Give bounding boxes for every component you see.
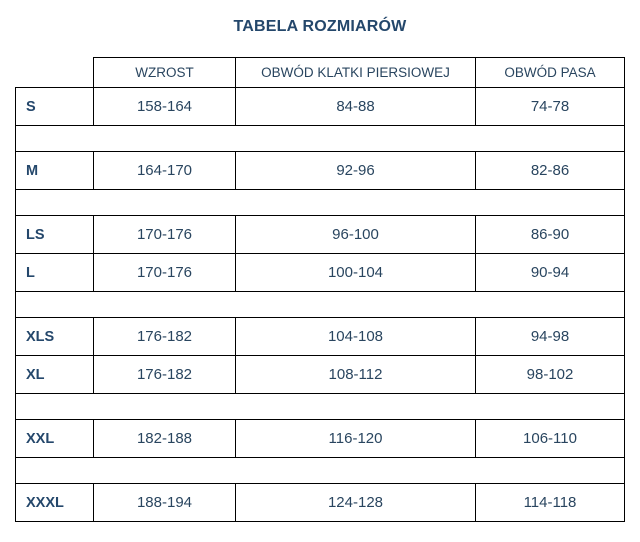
chest-value-cell: 92-96 <box>235 151 476 190</box>
chest-value-cell: 100-104 <box>235 253 476 292</box>
table-spacer-row <box>15 393 625 420</box>
height-value-cell: 176-182 <box>93 317 236 356</box>
height-value-cell: 158-164 <box>93 87 236 126</box>
height-value-cell: 170-176 <box>93 253 236 292</box>
table-spacer-row <box>15 457 625 484</box>
table-row: XLS 176-182 104-108 94-98 <box>15 317 625 356</box>
height-value-cell: 176-182 <box>93 355 236 394</box>
table-header: WZROST OBWÓD KLATKI PIERSIOWEJ OBWÓD PAS… <box>15 57 625 88</box>
waist-value-cell: 106-110 <box>475 419 625 458</box>
size-table-container: WZROST OBWÓD KLATKI PIERSIOWEJ OBWÓD PAS… <box>15 57 625 522</box>
waist-value-cell: 98-102 <box>475 355 625 394</box>
waist-value-cell: 90-94 <box>475 253 625 292</box>
size-label-cell: XLS <box>15 317 94 356</box>
size-label-cell: XXXL <box>15 483 94 522</box>
chest-value-cell: 108-112 <box>235 355 476 394</box>
height-value-cell: 188-194 <box>93 483 236 522</box>
table-body: S 158-164 84-88 74-78 M 164-170 92-96 82-86 LS 17… <box>15 87 625 522</box>
column-header-chest: OBWÓD KLATKI PIERSIOWEJ <box>235 57 476 88</box>
height-value-cell: 182-188 <box>93 419 236 458</box>
table-row: LS 170-176 96-100 86-90 <box>15 215 625 254</box>
table-header-row: WZROST OBWÓD KLATKI PIERSIOWEJ OBWÓD PAS… <box>15 57 625 88</box>
waist-value-cell: 82-86 <box>475 151 625 190</box>
spacer-cell <box>15 189 625 216</box>
table-row: L 170-176 100-104 90-94 <box>15 253 625 292</box>
table-row: XXL 182-188 116-120 106-110 <box>15 419 625 458</box>
table-row: XL 176-182 108-112 98-102 <box>15 355 625 394</box>
size-label-cell: M <box>15 151 94 190</box>
size-label-cell: S <box>15 87 94 126</box>
chest-value-cell: 116-120 <box>235 419 476 458</box>
column-header-size <box>15 57 94 88</box>
spacer-cell <box>15 457 625 484</box>
chest-value-cell: 104-108 <box>235 317 476 356</box>
waist-value-cell: 74-78 <box>475 87 625 126</box>
size-label-cell: L <box>15 253 94 292</box>
chest-value-cell: 124-128 <box>235 483 476 522</box>
waist-value-cell: 94-98 <box>475 317 625 356</box>
size-table: WZROST OBWÓD KLATKI PIERSIOWEJ OBWÓD PAS… <box>15 57 625 522</box>
waist-value-cell: 114-118 <box>475 483 625 522</box>
size-label-cell: XL <box>15 355 94 394</box>
waist-value-cell: 86-90 <box>475 215 625 254</box>
spacer-cell <box>15 125 625 152</box>
chest-value-cell: 96-100 <box>235 215 476 254</box>
spacer-cell <box>15 291 625 318</box>
table-row: M 164-170 92-96 82-86 <box>15 151 625 190</box>
size-label-cell: LS <box>15 215 94 254</box>
table-spacer-row <box>15 189 625 216</box>
table-spacer-row <box>15 125 625 152</box>
chest-value-cell: 84-88 <box>235 87 476 126</box>
spacer-cell <box>15 393 625 420</box>
table-row: XXXL 188-194 124-128 114-118 <box>15 483 625 522</box>
table-row: S 158-164 84-88 74-78 <box>15 87 625 126</box>
column-header-waist: OBWÓD PASA <box>475 57 625 88</box>
height-value-cell: 164-170 <box>93 151 236 190</box>
height-value-cell: 170-176 <box>93 215 236 254</box>
page-title: TABELA ROZMIARÓW <box>233 18 407 35</box>
table-spacer-row <box>15 291 625 318</box>
column-header-height: WZROST <box>93 57 236 88</box>
size-label-cell: XXL <box>15 419 94 458</box>
